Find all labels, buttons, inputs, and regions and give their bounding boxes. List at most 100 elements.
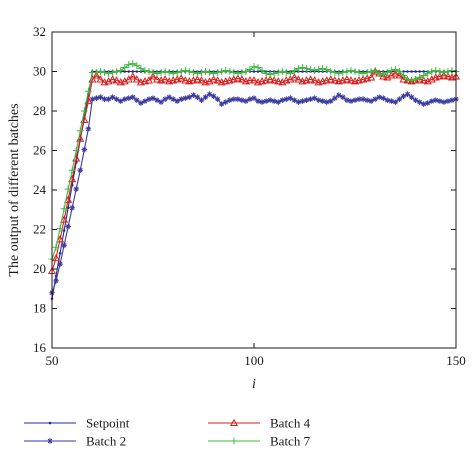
data-point-batch-2 bbox=[267, 97, 273, 103]
data-point-batch-4 bbox=[443, 72, 452, 80]
data-point-batch-2 bbox=[275, 99, 282, 105]
data-point-batch-7 bbox=[351, 68, 359, 75]
data-point-setpoint bbox=[422, 70, 425, 73]
data-point-batch-2 bbox=[109, 94, 116, 100]
data-point-batch-7 bbox=[432, 67, 440, 74]
data-point-batch-7 bbox=[266, 71, 274, 78]
data-point-batch-4 bbox=[56, 235, 65, 243]
legend-label: Setpoint bbox=[86, 416, 130, 431]
data-point-batch-2 bbox=[134, 97, 140, 103]
data-point-batch-7 bbox=[121, 64, 129, 71]
data-point-batch-7 bbox=[416, 74, 424, 81]
data-point-batch-7 bbox=[109, 69, 116, 76]
data-point-batch-2 bbox=[178, 96, 185, 102]
data-point-batch-2 bbox=[202, 94, 209, 100]
data-point-batch-4 bbox=[128, 72, 137, 80]
legend-item-setpoint: Setpoint bbox=[24, 416, 130, 431]
data-point-batch-2 bbox=[263, 98, 269, 104]
data-point-batch-7 bbox=[440, 69, 448, 76]
data-point-batch-2 bbox=[396, 96, 403, 102]
data-point-batch-7 bbox=[307, 66, 314, 73]
data-point-batch-2 bbox=[214, 96, 221, 102]
legend-item-batch-2: Batch 2 bbox=[24, 434, 126, 449]
data-point-batch-7 bbox=[383, 69, 391, 76]
y-axis-ticks: 16 18 20 22 24 26 28 30 32 bbox=[33, 24, 456, 355]
data-point-batch-7 bbox=[242, 68, 250, 75]
data-point-batch-4 bbox=[233, 74, 242, 82]
data-point-batch-2 bbox=[226, 97, 233, 103]
data-point-batch-2 bbox=[332, 95, 338, 101]
data-point-batch-7 bbox=[270, 70, 278, 77]
data-point-batch-2 bbox=[117, 98, 124, 104]
data-point-batch-7 bbox=[299, 64, 306, 71]
data-point-batch-7 bbox=[149, 69, 157, 76]
data-point-batch-4 bbox=[144, 76, 154, 84]
data-point-batch-4 bbox=[391, 69, 400, 77]
data-point-batch-2 bbox=[255, 98, 261, 104]
data-point-batch-2 bbox=[89, 96, 96, 102]
data-point-batch-7 bbox=[93, 69, 100, 76]
data-point-batch-2 bbox=[194, 94, 201, 100]
data-point-batch-2 bbox=[392, 99, 399, 105]
data-point-batch-4 bbox=[51, 253, 61, 262]
x-tick-label: 100 bbox=[244, 353, 264, 368]
data-point-batch-4 bbox=[161, 75, 170, 83]
data-point-batch-2 bbox=[299, 98, 306, 104]
y-tick-label: 28 bbox=[33, 103, 46, 118]
data-point-batch-2 bbox=[420, 101, 427, 107]
data-point-batch-7 bbox=[194, 70, 201, 77]
legend-label: Batch 7 bbox=[270, 434, 311, 449]
data-point-batch-7 bbox=[202, 68, 209, 75]
data-point-batch-4 bbox=[326, 75, 335, 83]
data-point-batch-2 bbox=[154, 97, 160, 103]
data-point-batch-7 bbox=[222, 67, 230, 74]
data-point-batch-7 bbox=[141, 67, 149, 74]
data-point-batch-2 bbox=[344, 97, 350, 103]
data-point-batch-2 bbox=[340, 94, 346, 100]
plot-marks bbox=[47, 60, 461, 300]
data-point-batch-7 bbox=[424, 70, 432, 77]
data-point-batch-4 bbox=[346, 76, 356, 84]
data-point-batch-2 bbox=[235, 96, 241, 102]
data-point-batch-2 bbox=[150, 95, 156, 101]
x-axis-label: i bbox=[252, 377, 256, 392]
data-point-batch-2 bbox=[166, 94, 172, 100]
data-point-batch-2 bbox=[158, 99, 164, 105]
data-point-batch-4 bbox=[330, 76, 339, 84]
data-point-batch-4 bbox=[112, 76, 121, 84]
data-point-batch-4 bbox=[266, 75, 275, 83]
data-point-batch-2 bbox=[182, 95, 189, 101]
data-point-batch-7 bbox=[444, 68, 452, 75]
data-point-setpoint bbox=[127, 70, 131, 73]
data-point-batch-7 bbox=[101, 69, 108, 76]
data-point-batch-7 bbox=[238, 69, 246, 76]
data-point-batch-7 bbox=[80, 107, 88, 115]
data-point-batch-7 bbox=[412, 76, 419, 83]
data-point-setpoint bbox=[402, 70, 405, 73]
data-point-batch-2 bbox=[441, 99, 447, 105]
data-point-batch-7 bbox=[157, 69, 165, 76]
data-point-batch-4 bbox=[294, 75, 303, 83]
data-point-batch-2 bbox=[174, 98, 181, 104]
data-point-batch-7 bbox=[254, 64, 262, 71]
data-point-batch-2 bbox=[311, 95, 318, 101]
data-point-batch-7 bbox=[323, 66, 331, 73]
data-point-batch-2 bbox=[113, 96, 120, 102]
data-point-batch-7 bbox=[371, 67, 379, 74]
data-point-batch-7 bbox=[190, 69, 197, 76]
data-point-batch-2 bbox=[271, 98, 277, 104]
data-point-batch-7 bbox=[173, 69, 181, 76]
data-point-batch-7 bbox=[347, 67, 355, 74]
data-point-batch-7 bbox=[404, 76, 411, 83]
data-point-batch-7 bbox=[56, 225, 64, 232]
legend-marker bbox=[229, 418, 239, 427]
data-point-batch-2 bbox=[303, 97, 310, 103]
data-point-batch-7 bbox=[335, 70, 343, 77]
data-point-batch-7 bbox=[331, 69, 339, 76]
data-point-batch-7 bbox=[278, 68, 286, 75]
data-point-batch-2 bbox=[416, 99, 423, 105]
data-point-batch-7 bbox=[68, 166, 76, 174]
data-point-setpoint bbox=[62, 229, 66, 232]
data-point-batch-7 bbox=[396, 68, 403, 75]
